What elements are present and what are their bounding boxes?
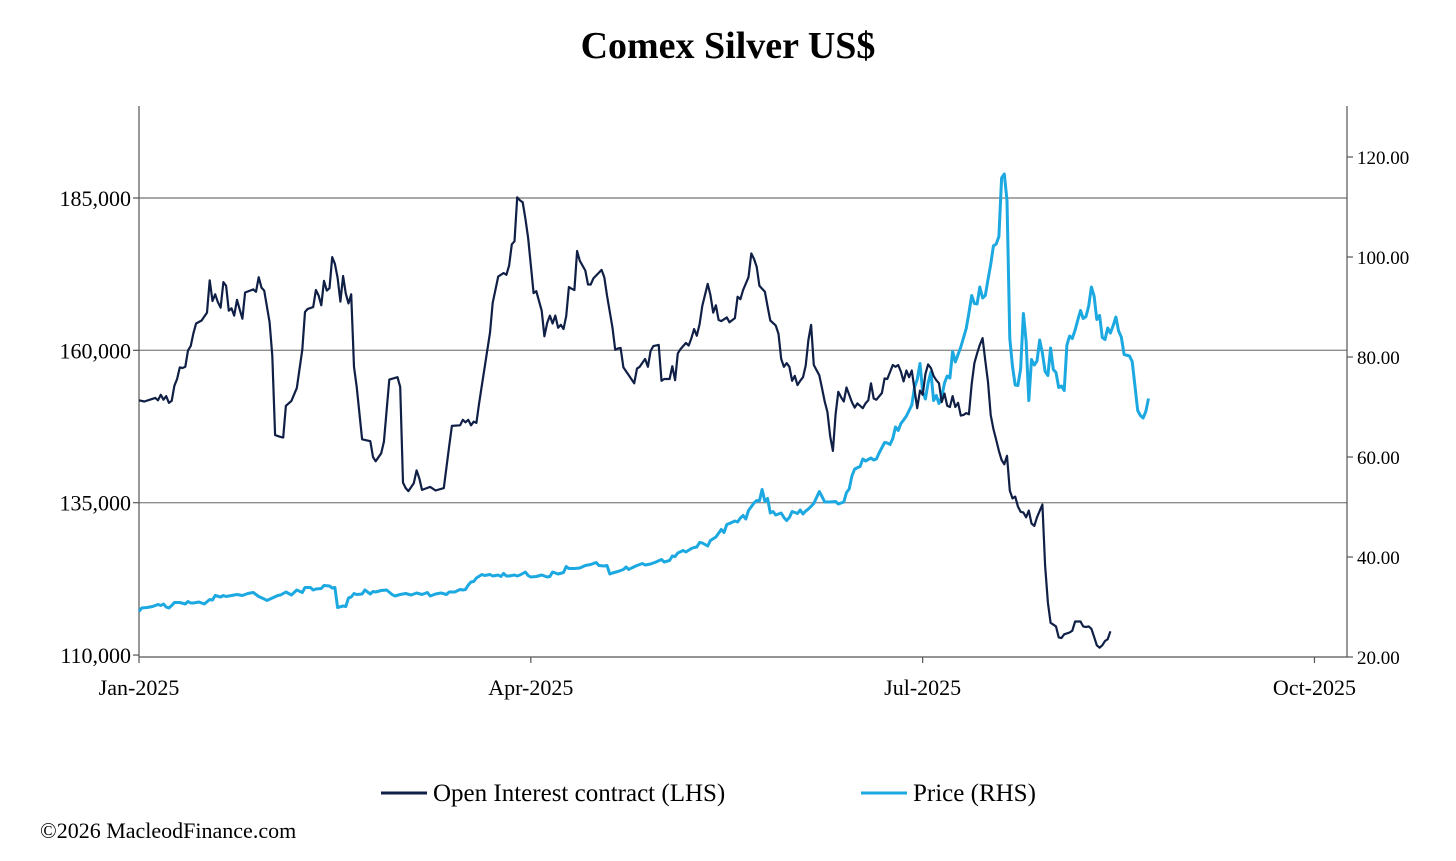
right-tick-label: 40.00	[1357, 548, 1400, 569]
left-tick-label: 185,000	[60, 186, 132, 211]
legend-label-price: Price (RHS)	[913, 780, 1036, 807]
left-tick-label: 160,000	[60, 338, 132, 363]
series-layer	[137, 172, 1150, 649]
chart-title: Comex Silver US$	[581, 25, 876, 67]
series-line-open-interest	[138, 196, 1112, 649]
series-line-price	[137, 172, 1150, 613]
right-tick-label: 60.00	[1357, 448, 1400, 469]
x-tick-label: Apr-2025	[488, 675, 573, 700]
right-tick-label: 120.00	[1357, 148, 1409, 169]
legend-label-open-interest: Open Interest contract (LHS)	[433, 780, 725, 807]
right-tick-label: 80.00	[1357, 348, 1400, 369]
gridlines	[139, 197, 1347, 504]
left-tick-label: 110,000	[60, 643, 131, 668]
x-tick-label: Jan-2025	[99, 675, 180, 700]
right-tick-label: 100.00	[1357, 248, 1409, 269]
axes	[138, 106, 1348, 658]
copyright-notice: ©2026 MacleodFinance.com	[40, 818, 297, 843]
x-tick-label: Oct-2025	[1273, 675, 1356, 700]
left-axis-tick-labels: 110,000 135,000 160,000 185,000	[60, 186, 139, 668]
left-tick-label: 135,000	[60, 491, 132, 516]
right-axis-tick-labels: 20.00 40.00 60.00 80.00 100.00 120.00	[1347, 148, 1409, 669]
legend: Open Interest contract (LHS) Price (RHS)	[381, 780, 1036, 807]
right-tick-label: 20.00	[1357, 648, 1400, 669]
x-tick-label: Jul-2025	[884, 675, 961, 700]
